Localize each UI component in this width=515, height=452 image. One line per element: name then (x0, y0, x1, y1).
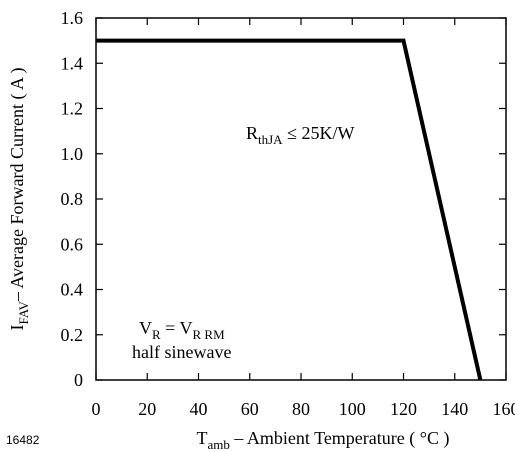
x-tick-label: 100 (339, 399, 366, 419)
rth-annotation: RthJA ≤ 25K/W (246, 123, 354, 147)
y-tick-labels: 0 0.2 0.4 0.6 0.8 1.0 1.2 1.4 1.6 (61, 8, 84, 390)
x-tick-label: 80 (292, 399, 310, 419)
vr-annotation-box (130, 315, 258, 363)
y-tick-label: 0.6 (61, 234, 84, 254)
axis-ticks (95, 17, 507, 381)
x-tick-labels: 0 20 40 60 80 100 120 140 160 (92, 399, 515, 419)
y-tick-label: 0 (74, 370, 83, 390)
x-tick-label: 140 (441, 399, 468, 419)
y-tick-label: 0.4 (61, 280, 84, 300)
x-tick-label: 20 (138, 399, 156, 419)
waveform-annotation: half sinewave (132, 342, 231, 362)
y-tick-label: 0.2 (61, 325, 84, 345)
y-tick-label: 0.8 (61, 189, 84, 209)
vr-annotation: VR = VR RM (139, 318, 225, 342)
x-tick-label: 60 (241, 399, 259, 419)
current-derating-line (96, 38, 483, 381)
x-tick-label: 40 (190, 399, 208, 419)
y-tick-label: 1.4 (61, 53, 84, 73)
x-tick-label: 120 (390, 399, 417, 419)
x-tick-label: 0 (92, 399, 101, 419)
y-axis-label: IFAV– Average Forward Current ( A ) (7, 68, 31, 331)
y-tick-label: 1.2 (61, 99, 84, 119)
y-tick-label: 1.0 (61, 144, 84, 164)
y-tick-label: 1.6 (61, 8, 84, 28)
x-axis-label: Tamb – Ambient Temperature ( °C ) (197, 428, 450, 452)
x-tick-label: 160 (493, 399, 515, 419)
figure-number: 16482 (6, 433, 40, 447)
